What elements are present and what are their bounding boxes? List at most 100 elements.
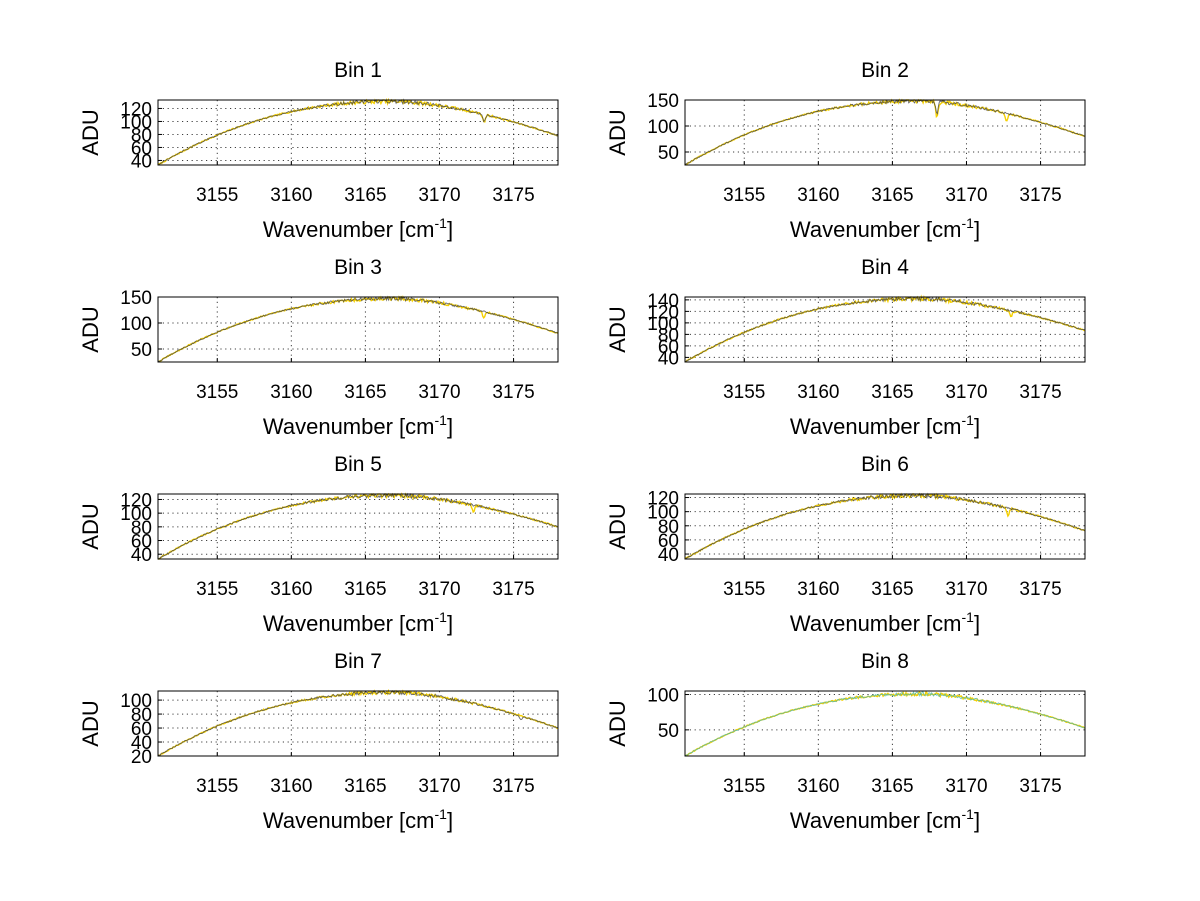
x-tick-label: 3160 — [797, 382, 839, 403]
x-tick-label: 3170 — [418, 185, 460, 206]
subplot-bin-8: 3155 3160 3165 3170 3175 50 100 Bin 8 ADU Wavenum… — [605, 650, 1086, 833]
y-tick-label: 120 — [120, 490, 152, 511]
x-tick-label: 3165 — [871, 382, 913, 403]
series-line-2 — [157, 690, 559, 757]
axes-frame — [684, 690, 1086, 757]
y-tick-label: 60 — [658, 337, 679, 358]
y-tick-label: 60 — [658, 531, 679, 552]
y-axis-label: ADU — [605, 306, 630, 352]
subplot-title: Bin 5 — [334, 453, 382, 476]
y-tick-label: 120 — [647, 302, 679, 323]
subplot-bin-2: 3155 3160 3165 3170 3175 50 100 150 Bin 2 ADU Wave… — [605, 59, 1086, 242]
x-tick-label: 3170 — [418, 579, 460, 600]
y-axis-label: ADU — [605, 503, 630, 549]
subplot-title: Bin 3 — [334, 256, 382, 279]
y-tick-label: 120 — [647, 489, 679, 510]
x-tick-label: 3160 — [270, 579, 312, 600]
x-tick-label: 3175 — [492, 579, 534, 600]
x-axis-label: Wavenumber [cm-1] — [790, 215, 980, 242]
x-tick-label: 3160 — [270, 382, 312, 403]
x-axis-label: Wavenumber [cm-1] — [790, 412, 980, 439]
x-tick-label: 3175 — [492, 382, 534, 403]
y-tick-label: 80 — [658, 517, 679, 538]
y-tick-label: 40 — [131, 545, 152, 566]
x-tick-label: 3170 — [945, 776, 987, 797]
x-tick-label: 3175 — [1019, 185, 1061, 206]
x-tick-label: 3170 — [945, 579, 987, 600]
x-tick-label: 3155 — [723, 776, 765, 797]
x-tick-label: 3175 — [492, 776, 534, 797]
x-tick-label: 3165 — [871, 185, 913, 206]
axes-frame — [684, 99, 1086, 166]
x-tick-label: 3165 — [871, 776, 913, 797]
x-tick-label: 3155 — [196, 382, 238, 403]
subplot-title: Bin 8 — [861, 650, 909, 673]
y-tick-label: 100 — [120, 691, 152, 712]
y-axis-label: ADU — [605, 700, 630, 746]
y-tick-label: 50 — [658, 143, 679, 164]
series-line-2 — [158, 98, 559, 166]
x-tick-label: 3165 — [344, 776, 386, 797]
y-tick-label: 150 — [120, 288, 152, 309]
y-tick-label: 100 — [647, 686, 679, 707]
axes-frame — [157, 690, 559, 757]
y-tick-label: 150 — [647, 91, 679, 112]
x-axis-label: Wavenumber [cm-1] — [263, 215, 453, 242]
axes-frame — [157, 296, 559, 363]
y-tick-label: 40 — [658, 545, 679, 566]
axes-frame — [684, 296, 1086, 363]
subplot-title: Bin 2 — [861, 59, 909, 82]
x-tick-label: 3155 — [196, 579, 238, 600]
subplot-title: Bin 7 — [334, 650, 382, 673]
x-axis-label: Wavenumber [cm-1] — [790, 806, 980, 833]
x-tick-label: 3165 — [344, 382, 386, 403]
x-tick-label: 3155 — [723, 185, 765, 206]
x-tick-label: 3175 — [1019, 382, 1061, 403]
y-tick-label: 100 — [120, 112, 152, 133]
x-tick-label: 3155 — [723, 382, 765, 403]
y-axis-label: ADU — [78, 700, 103, 746]
x-tick-label: 3160 — [797, 776, 839, 797]
x-tick-label: 3175 — [1019, 776, 1061, 797]
axes-frame — [684, 493, 1086, 560]
x-tick-label: 3155 — [196, 185, 238, 206]
y-tick-label: 100 — [120, 314, 152, 335]
axes-frame — [157, 99, 559, 166]
y-tick-label: 100 — [647, 314, 679, 335]
x-tick-label: 3165 — [344, 185, 386, 206]
x-tick-label: 3160 — [797, 579, 839, 600]
y-tick-label: 100 — [647, 117, 679, 138]
x-tick-label: 3170 — [418, 382, 460, 403]
y-tick-label: 80 — [131, 705, 152, 726]
series-line-2 — [157, 492, 559, 560]
x-axis-label: Wavenumber [cm-1] — [263, 412, 453, 439]
x-tick-label: 3165 — [344, 579, 386, 600]
y-tick-label: 140 — [647, 291, 679, 312]
y-tick-label: 40 — [131, 733, 152, 754]
y-tick-label: 80 — [131, 518, 152, 539]
x-tick-label: 3155 — [723, 579, 765, 600]
y-tick-label: 60 — [131, 532, 152, 553]
x-tick-label: 3175 — [1019, 579, 1061, 600]
series-line-2 — [685, 492, 1086, 560]
x-axis-label: Wavenumber [cm-1] — [263, 609, 453, 636]
y-tick-label: 50 — [658, 721, 679, 742]
x-axis-label: Wavenumber [cm-1] — [263, 806, 453, 833]
subplot-title: Bin 4 — [861, 256, 909, 279]
x-tick-label: 3165 — [871, 579, 913, 600]
series-line-2 — [684, 691, 1086, 757]
y-tick-label: 100 — [120, 504, 152, 525]
y-axis-label: ADU — [78, 109, 103, 155]
series-line-2 — [684, 296, 1086, 363]
y-tick-label: 120 — [120, 99, 152, 120]
y-tick-label: 40 — [131, 151, 152, 172]
x-tick-label: 3170 — [945, 185, 987, 206]
y-axis-label: ADU — [605, 109, 630, 155]
y-tick-label: 100 — [647, 503, 679, 524]
x-tick-label: 3160 — [797, 185, 839, 206]
